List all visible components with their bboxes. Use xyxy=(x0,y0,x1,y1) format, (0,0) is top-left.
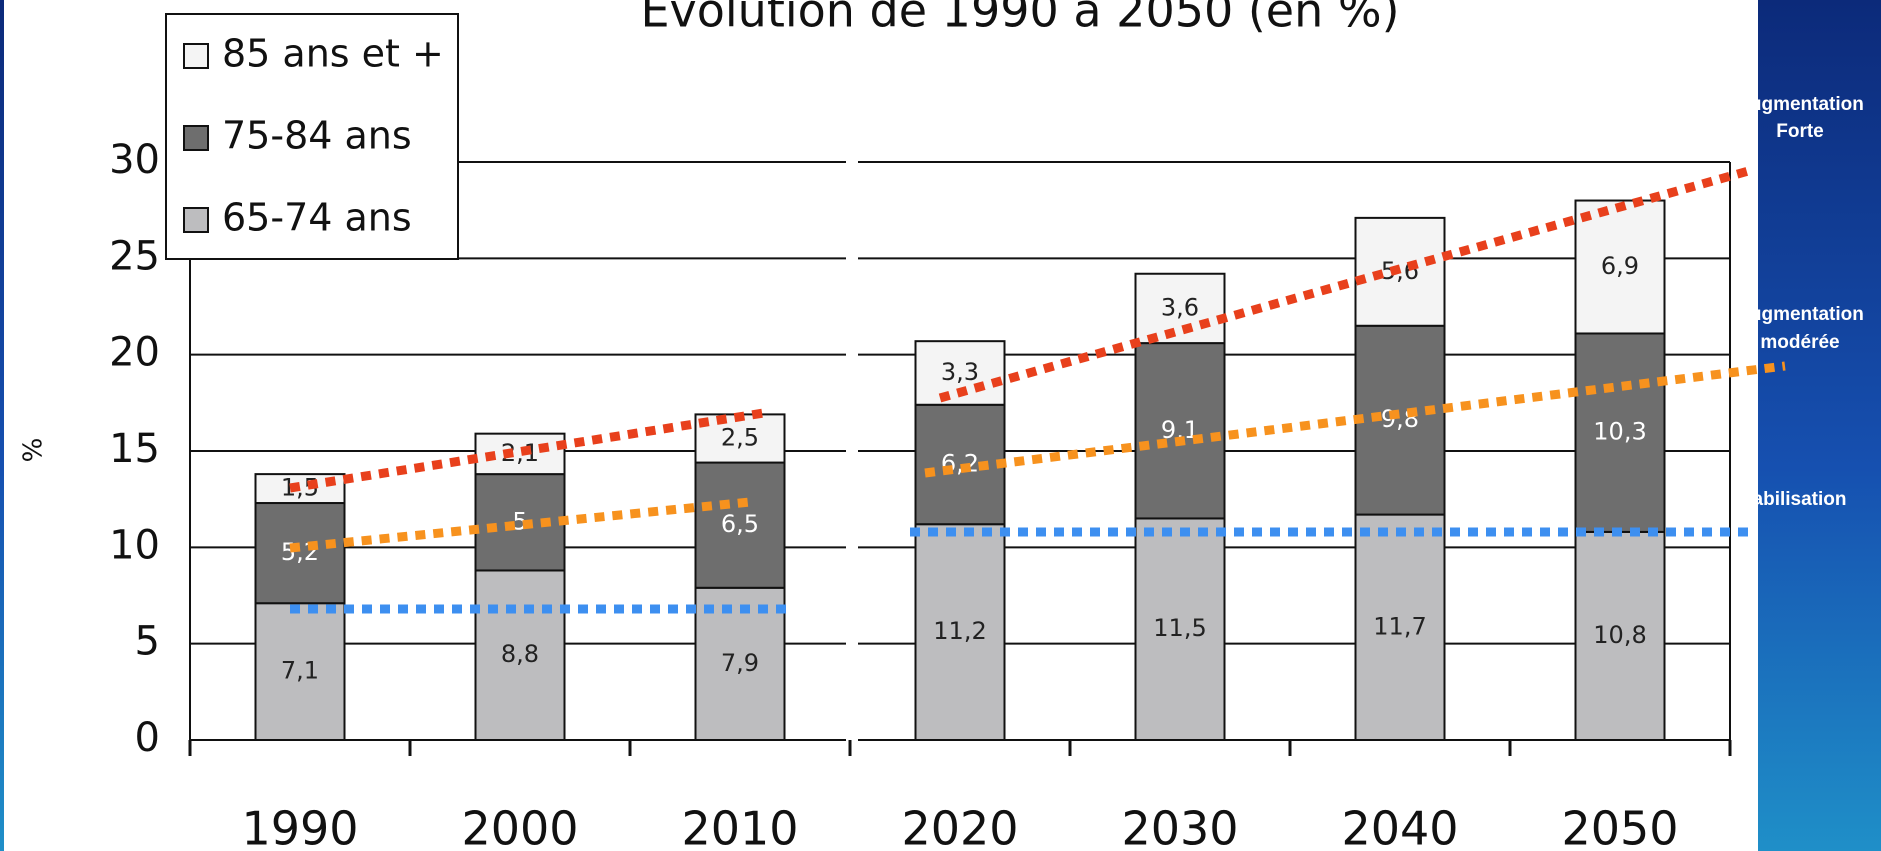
annotation: modérée xyxy=(1760,332,1839,353)
value-label: 2,5 xyxy=(721,423,759,451)
y-tick-label: 25 xyxy=(109,233,160,279)
bar-segment xyxy=(1134,342,1226,520)
trend-line xyxy=(924,361,1786,478)
trend-line xyxy=(938,165,1754,403)
legend-label: 85 ans et + xyxy=(222,32,444,76)
value-label: 10,3 xyxy=(1593,418,1646,446)
x-tick-label: 2000 xyxy=(461,802,578,851)
legend-swatch xyxy=(183,125,209,151)
y-tick-label: 15 xyxy=(109,426,160,472)
y-tick-label: 30 xyxy=(109,137,160,183)
bar-segment xyxy=(1354,513,1446,742)
value-label: 11,7 xyxy=(1373,612,1426,640)
legend-box xyxy=(165,13,459,260)
trend-lines xyxy=(289,165,1786,614)
trend-line xyxy=(289,497,751,553)
bar-segment xyxy=(1134,517,1226,742)
value-label: 8,8 xyxy=(501,640,539,668)
y-tick-label: 0 xyxy=(135,715,160,761)
value-label: 6,5 xyxy=(721,510,759,538)
bar-segment xyxy=(1354,324,1446,516)
value-label: 3,6 xyxy=(1161,293,1199,321)
x-tick-label: 2010 xyxy=(681,802,798,851)
x-tick-label: 1990 xyxy=(241,802,358,851)
value-label: 11,2 xyxy=(933,617,986,645)
bar-segment xyxy=(1134,272,1226,345)
x-tick-label: 2050 xyxy=(1561,802,1678,851)
bar-segment xyxy=(1574,530,1666,741)
legend-label: 75-84 ans xyxy=(222,114,412,158)
value-label: 10,8 xyxy=(1593,621,1646,649)
y-tick-label: 20 xyxy=(109,330,160,376)
annotation: Forte xyxy=(1776,121,1824,142)
legend: 65-74 ans 75-84 ans 85 ans et + xyxy=(165,13,459,260)
y-axis-label: % xyxy=(19,438,49,463)
legend-label: 65-74 ans xyxy=(222,196,412,240)
y-tick-label: 5 xyxy=(135,619,160,665)
value-label: 6,9 xyxy=(1601,252,1639,280)
value-label: 11,5 xyxy=(1153,614,1206,642)
bar-segment xyxy=(474,569,566,741)
bar-segment xyxy=(254,502,346,605)
value-label: 3,3 xyxy=(941,358,979,386)
annotation: Augmentation xyxy=(1736,304,1864,325)
bar-segment xyxy=(694,413,786,464)
legend-swatch xyxy=(183,43,209,69)
y-tick-label: 10 xyxy=(109,522,160,568)
x-tick-label: 2020 xyxy=(901,802,1018,851)
x-tick-label: 2040 xyxy=(1341,802,1458,851)
bar-segment xyxy=(914,403,1006,526)
value-label: 7,9 xyxy=(721,649,759,677)
chart-title: Evolution de 1990 à 2050 (en %) xyxy=(640,0,1399,38)
bar-segment xyxy=(914,523,1006,741)
x-tick-label: 2030 xyxy=(1121,802,1238,851)
value-label: 7,1 xyxy=(281,657,319,685)
trend-line xyxy=(289,407,771,493)
bar-segment xyxy=(1574,199,1666,335)
bar-segment xyxy=(254,602,346,741)
legend-swatch xyxy=(183,207,209,233)
annotation: Stabilisation xyxy=(1734,489,1847,510)
annotation: Augmentation xyxy=(1736,94,1864,115)
